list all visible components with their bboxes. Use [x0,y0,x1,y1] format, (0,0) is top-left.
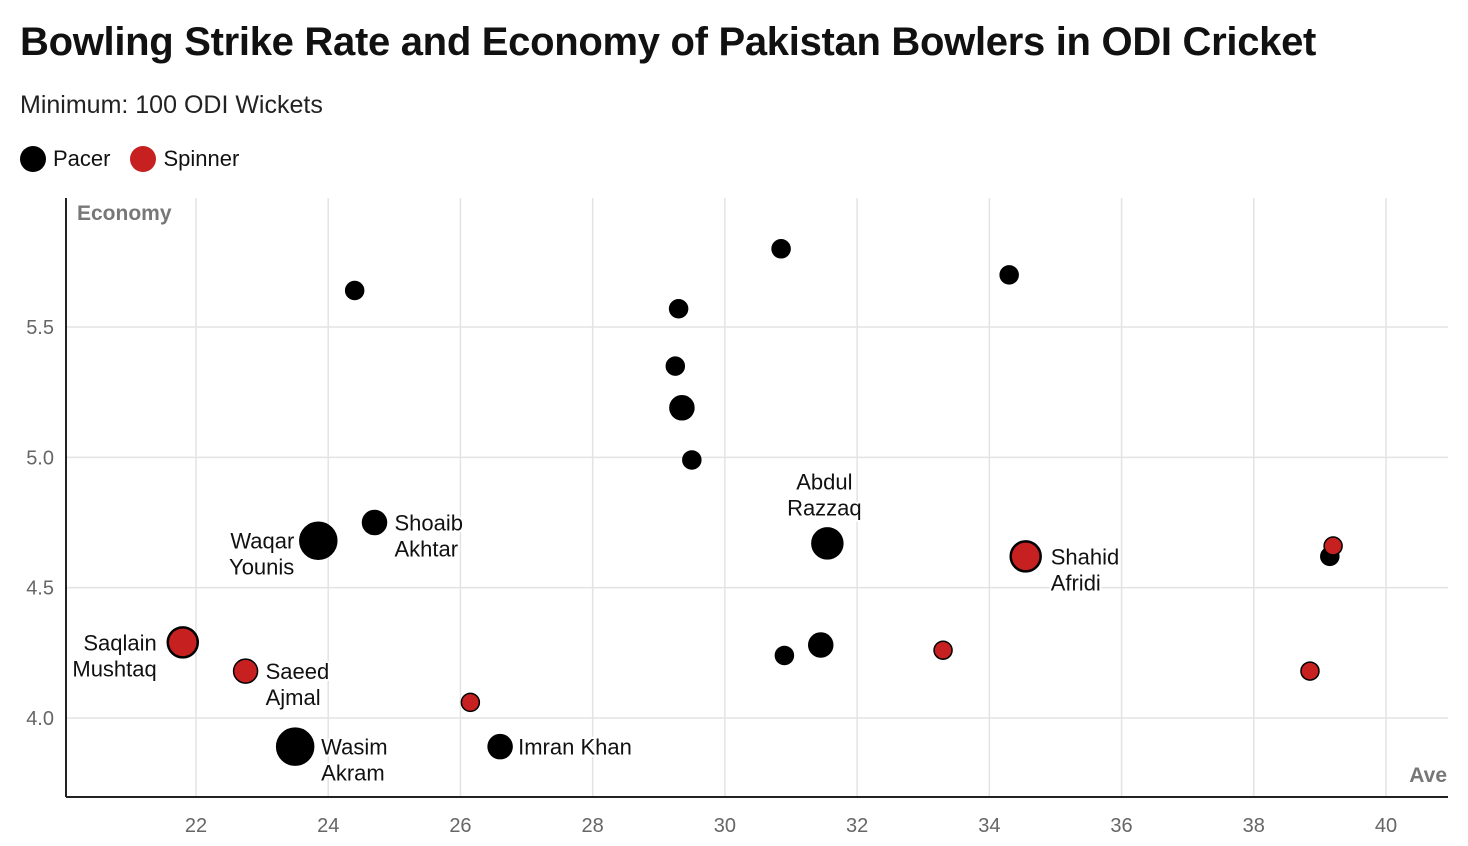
x-axis-title: Ave [1409,764,1447,787]
pacer-point [808,632,834,658]
pacer-point [774,645,795,666]
legend: Pacer Spinner [20,146,259,172]
spinner-point-saqlain-mushtaq [166,626,200,659]
spinner-point [1300,661,1320,681]
legend-label-spinner: Spinner [163,146,240,171]
pacer-point-abdul-razzaq [811,527,844,560]
legend-item-spinner: Spinner [130,146,239,172]
pacer-point [999,265,1019,285]
spinner-point [460,692,481,713]
y-tick-label: 4.0 [26,708,54,730]
point-label: Wasim Akram [321,735,387,786]
point-label: Imran Khan [518,735,632,760]
x-tick-label: 30 [714,815,736,837]
y-tick-label: 5.0 [26,447,54,469]
x-tick-label: 26 [449,815,471,837]
pacer-point-shoaib-akhtar [361,509,388,536]
legend-label-pacer: Pacer [53,146,111,171]
point-label: Abdul Razzaq [787,469,862,520]
grid [66,198,1448,797]
pacer-point-waqar-younis [299,521,338,560]
pacer-point [344,280,365,301]
legend-item-pacer: Pacer [20,146,110,172]
chart-title: Bowling Strike Rate and Economy of Pakis… [20,20,1317,64]
spinner-point [933,640,953,660]
pacer-point [669,395,695,421]
point-label: Saeed Ajmal [266,659,330,710]
point-label: Shahid Afridi [1051,544,1120,595]
axes: 22 24 26 28 30 32 34 36 38 40 4.0 4.5 5.0 5.5 Economy A… [26,198,1448,837]
x-tick-label: 24 [317,815,339,837]
pacer-point [668,299,689,319]
chart-subtitle: Minimum: 100 ODI Wickets [20,91,323,119]
spinner-point-shahid-afridi [1009,540,1042,573]
pacer-point-imran-khan [487,733,513,760]
spinner-point [1323,536,1343,556]
pacer-point-wasim-akram [275,727,315,766]
x-tick-label: 38 [1243,815,1265,837]
pacer-point [771,239,791,259]
x-tick-label: 22 [185,815,207,837]
legend-marker-pacer [20,146,46,172]
pacer-point [665,356,686,376]
point-label: Saqlain Mushtaq [72,630,156,681]
data-points [166,239,1343,766]
x-tick-label: 34 [978,815,1000,837]
x-tick-label: 32 [846,815,868,837]
spinner-point-saeed-ajmal [232,658,259,684]
point-label: Shoaib Akhtar [395,511,464,562]
y-axis-title: Economy [77,202,172,225]
y-tick-label: 5.5 [26,317,54,339]
pacer-point [682,450,702,470]
x-tick-label: 36 [1110,815,1132,837]
y-tick-label: 4.5 [26,578,54,600]
x-tick-label: 40 [1375,815,1397,837]
x-tick-label: 28 [582,815,604,837]
point-label: Waqar Younis [229,529,294,580]
point-labels: Waqar Younis Shoaib Akhtar Abdul Razzaq Wasim A… [70,467,1121,787]
legend-marker-spinner [130,146,157,172]
